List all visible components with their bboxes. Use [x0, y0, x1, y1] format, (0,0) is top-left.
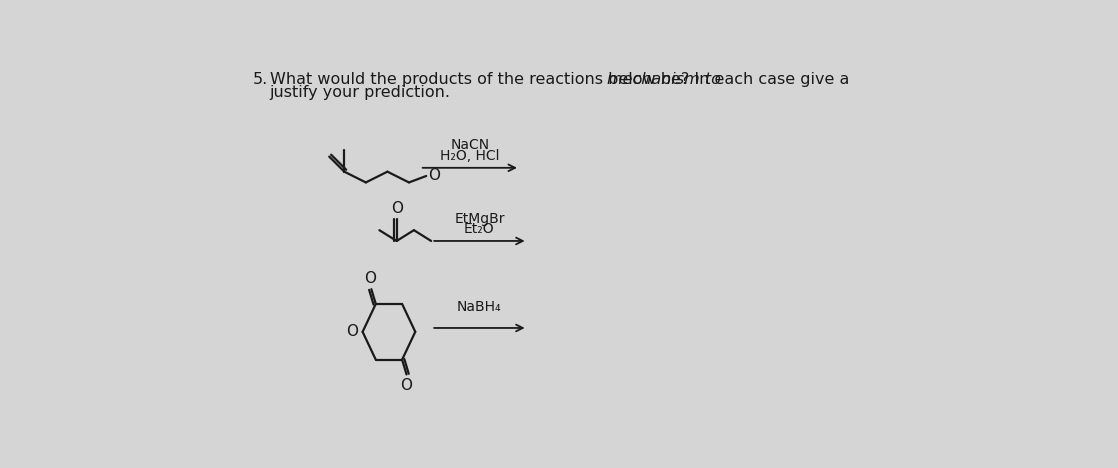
Text: O: O: [400, 378, 413, 393]
Text: O: O: [428, 168, 440, 183]
Text: 5.: 5.: [253, 72, 268, 87]
Text: What would the products of the reactions below be? In each case give a: What would the products of the reactions…: [269, 72, 854, 87]
Text: mechanism to: mechanism to: [607, 72, 721, 87]
Text: O: O: [363, 271, 376, 286]
Text: NaBH₄: NaBH₄: [457, 300, 502, 314]
Text: EtMgBr: EtMgBr: [454, 212, 504, 226]
Text: Et₂O: Et₂O: [464, 222, 495, 236]
Text: NaCN: NaCN: [451, 139, 490, 153]
Text: O: O: [345, 324, 358, 339]
Text: justify your prediction.: justify your prediction.: [269, 85, 451, 100]
Text: H₂O, HCl: H₂O, HCl: [440, 149, 500, 163]
Text: O: O: [390, 201, 402, 216]
